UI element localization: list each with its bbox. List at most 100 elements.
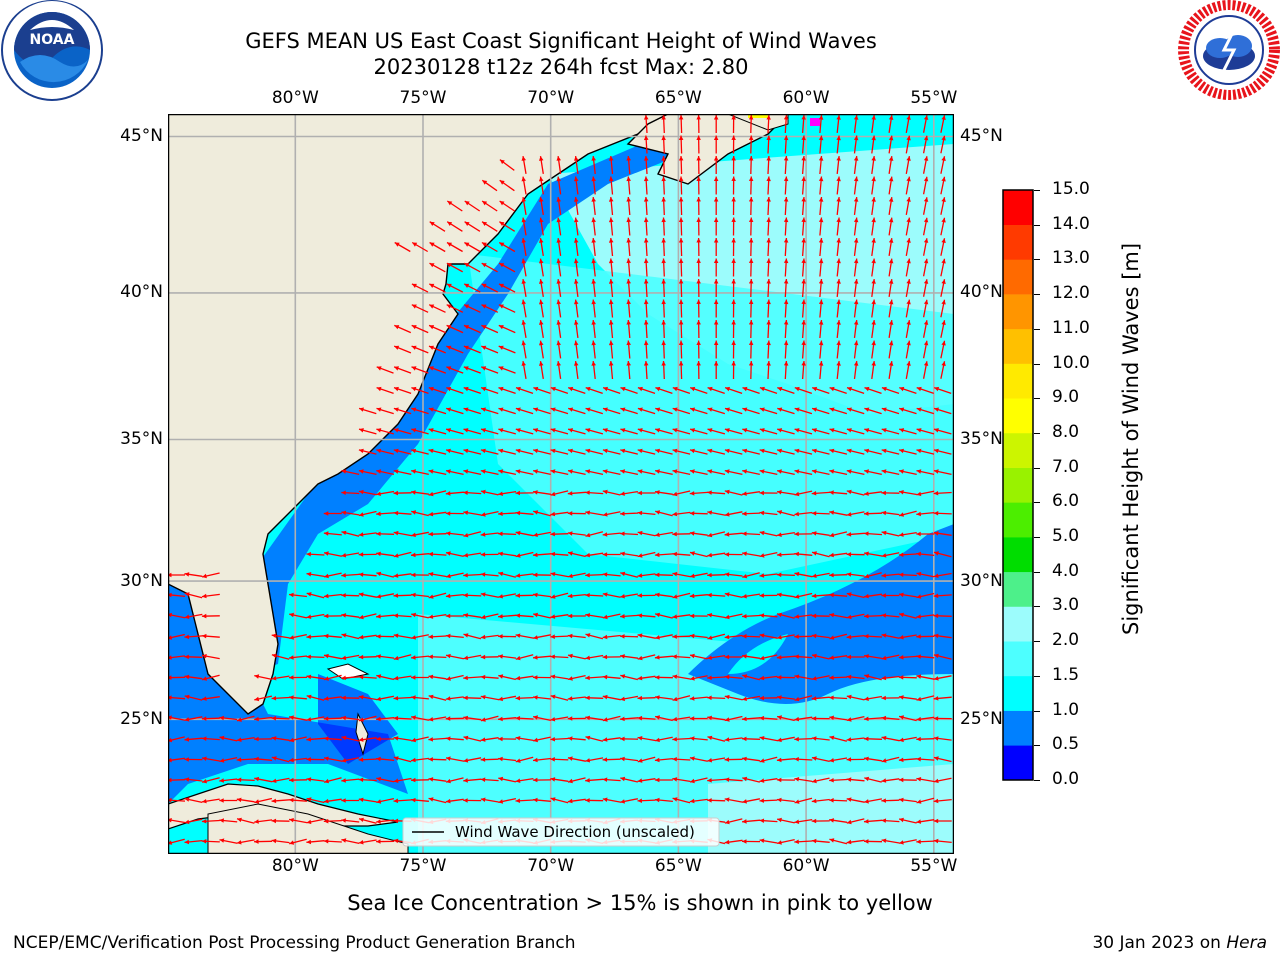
wave-direction-arrowhead <box>393 716 399 721</box>
wave-direction-arrowhead <box>707 758 713 763</box>
wave-direction-arrowhead <box>899 737 904 743</box>
wave-direction-arrowhead <box>574 320 579 325</box>
wave-direction-arrowhead <box>637 428 643 433</box>
wave-direction-arrowhead <box>393 530 399 536</box>
wave-direction-arrowhead <box>411 325 417 330</box>
sea-ice-marker <box>748 114 768 118</box>
colorbar-cell <box>1003 432 1033 468</box>
wave-direction-arrowhead <box>481 325 487 330</box>
wave-direction-arrowhead <box>533 448 538 454</box>
wave-direction-arrowhead <box>881 735 887 741</box>
wave-direction-arrowhead <box>637 573 643 578</box>
wave-direction-arrowhead <box>777 532 782 537</box>
colorbar-cell <box>1003 467 1033 503</box>
wave-direction-arrowhead <box>801 197 806 202</box>
wave-direction-arrowhead <box>602 614 608 620</box>
wave-direction-arrowhead <box>871 217 876 223</box>
wave-direction-arrowhead <box>801 176 806 182</box>
wave-direction-arrowhead <box>585 386 591 392</box>
wave-direction-arrowhead <box>591 279 596 284</box>
wave-direction-arrowhead <box>661 320 666 325</box>
wave-direction-arrowhead <box>626 197 631 202</box>
wave-direction-arrowhead <box>655 428 661 433</box>
wave-direction-arrowhead <box>829 778 834 783</box>
wave-direction-arrowhead <box>934 407 939 412</box>
wave-direction-arrowhead <box>585 490 590 495</box>
wave-direction-arrowhead <box>724 777 730 782</box>
wave-direction-arrowhead <box>847 386 852 392</box>
wave-direction-arrowhead <box>376 551 381 557</box>
wave-direction-arrowhead <box>777 469 782 474</box>
wave-direction-arrowhead <box>846 634 852 640</box>
wave-direction-arrowhead <box>393 613 399 618</box>
wave-direction-arrowhead <box>661 361 666 366</box>
wave-direction-arrowhead <box>794 819 800 824</box>
wave-direction-arrowhead <box>829 798 834 803</box>
wave-direction-arrowhead <box>463 798 468 803</box>
wave-direction-arrowhead <box>358 552 364 557</box>
wave-direction-arrowhead <box>608 340 614 346</box>
wave-direction-arrowhead <box>480 757 486 762</box>
colorbar-tick-mark <box>1034 502 1040 504</box>
wave-direction-arrowhead <box>393 655 399 661</box>
wave-direction-arrowhead <box>521 217 526 223</box>
wave-direction-arrowhead <box>923 320 929 325</box>
wave-direction-arrowhead <box>567 491 573 496</box>
wave-direction-arrowhead <box>376 614 381 619</box>
wave-direction-arrowhead <box>445 511 451 516</box>
wave-direction-arrowhead <box>881 798 886 803</box>
wave-direction-arrowhead <box>853 217 859 223</box>
wave-direction-arrowhead <box>811 756 817 761</box>
wave-direction-arrowhead <box>643 176 649 182</box>
wave-direction-arrowhead <box>620 799 625 804</box>
wave-direction-arrowhead <box>871 320 876 325</box>
wave-direction-arrowhead <box>481 263 487 268</box>
wave-direction-arrowhead <box>376 469 382 474</box>
wave-direction-arrowhead <box>846 737 852 742</box>
wave-direction-arrowhead <box>655 715 660 720</box>
wave-direction-arrowhead <box>696 258 701 263</box>
wave-direction-arrowhead <box>678 156 684 161</box>
wave-direction-arrowhead <box>585 572 590 578</box>
wave-direction-arrowhead <box>759 490 764 496</box>
footer-date-text: 30 Jan 2023 on <box>1092 933 1227 953</box>
wave-direction-arrowhead <box>568 407 574 412</box>
wave-direction-arrowhead <box>707 490 712 495</box>
wave-direction-arrowhead <box>713 258 719 263</box>
lon-label-top: 75°W <box>399 88 447 108</box>
wave-direction-arrowhead <box>853 340 859 346</box>
wave-direction-arrowhead <box>620 776 626 782</box>
wave-direction-arrowhead <box>794 571 800 577</box>
wave-direction-arrowhead <box>184 839 190 845</box>
wave-direction-arrowhead <box>585 593 590 598</box>
wave-direction-arrowhead <box>836 217 841 223</box>
wave-direction-arrowhead <box>916 839 921 844</box>
wave-direction-arrowhead <box>341 838 347 843</box>
wave-direction-arrowhead <box>707 428 713 433</box>
wave-direction-arrowhead <box>707 407 713 412</box>
wave-direction-arrowhead <box>591 258 596 264</box>
wave-direction-arrowhead <box>941 115 946 120</box>
wave-direction-arrowhead <box>836 176 841 182</box>
wave-direction-arrowhead <box>376 448 382 454</box>
wave-direction-arrowhead <box>550 511 556 517</box>
wave-direction-arrowhead <box>742 428 748 433</box>
colorbar-cell <box>1003 294 1033 330</box>
wave-direction-arrowhead <box>289 737 295 743</box>
wave-direction-arrowhead <box>585 633 591 638</box>
wave-direction-arrowhead <box>602 572 608 577</box>
colorbar-tick-label: 4.0 <box>1052 560 1080 581</box>
wave-direction-arrowhead <box>411 592 416 598</box>
wave-direction-arrowhead <box>707 635 713 640</box>
wave-direction-arrowhead <box>881 530 887 536</box>
nws-logo <box>1178 0 1280 100</box>
colorbar-cell <box>1003 190 1033 226</box>
wave-direction-arrowhead <box>783 197 789 202</box>
wave-direction-arrowhead <box>864 511 869 516</box>
wave-direction-arrowhead <box>481 386 487 392</box>
wave-direction-arrowhead <box>480 717 486 722</box>
wave-direction-arrowhead <box>585 695 590 701</box>
wave-direction-arrowhead <box>341 633 347 638</box>
wave-direction-arrowhead <box>748 156 754 161</box>
wave-direction-arrowhead <box>550 551 555 557</box>
